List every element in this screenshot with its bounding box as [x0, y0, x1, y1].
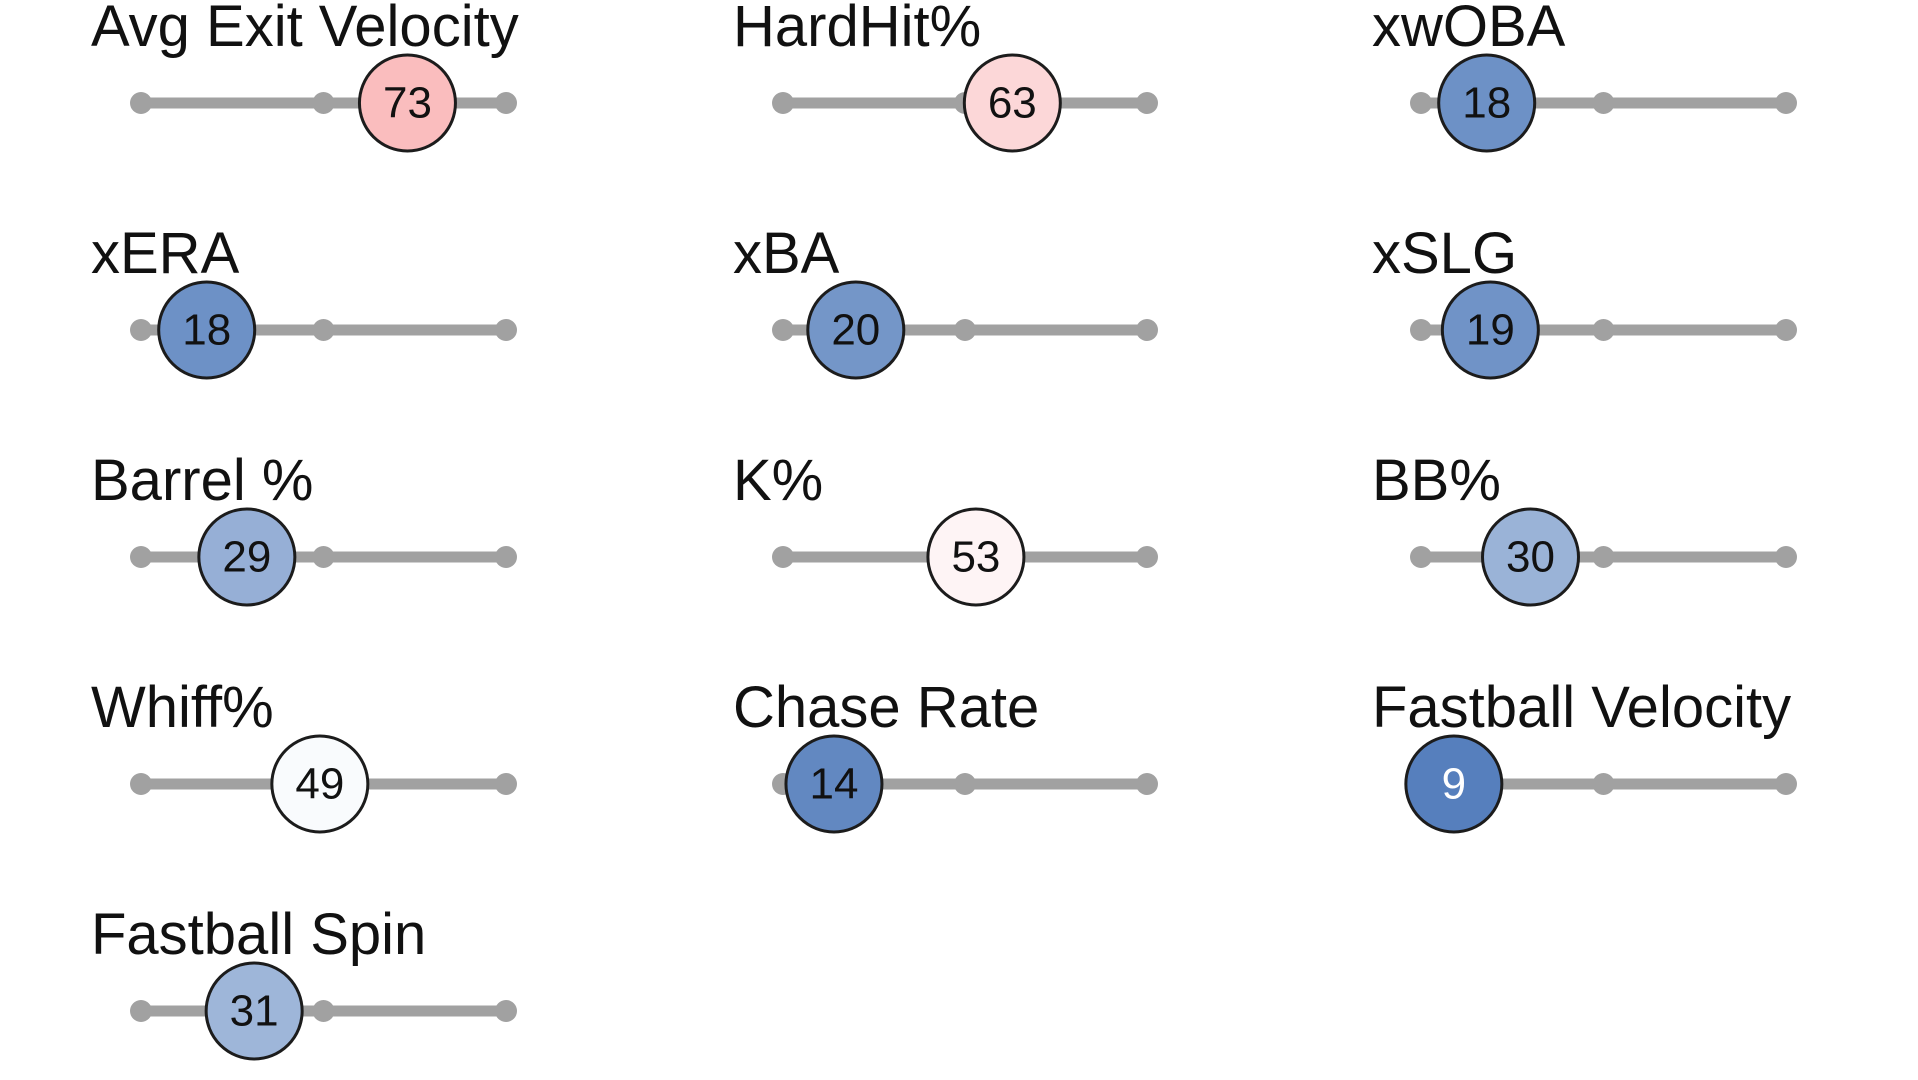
slider-tick: [1136, 92, 1158, 114]
metric-label: xwOBA: [1372, 0, 1566, 59]
percentile-value: 20: [831, 306, 880, 355]
percentile-bubble: [962, 53, 1062, 153]
slider-tick: [1592, 773, 1615, 795]
metric-row: xwOBA 18: [1372, 0, 1797, 153]
percentile-value: 30: [1506, 533, 1555, 582]
percentile-value: 14: [809, 760, 858, 809]
slider-tick: [954, 319, 976, 341]
percentile-value: 73: [383, 79, 432, 128]
slider-tick: [772, 319, 794, 341]
metric-row: Barrel % 29: [91, 448, 517, 607]
slider-tick: [1410, 319, 1432, 341]
slider-tick: [1592, 92, 1615, 114]
percentile-bubble: [1404, 734, 1504, 834]
percentile-value: 18: [182, 306, 231, 355]
metric-label: Fastball Spin: [91, 902, 426, 967]
slider-tick: [1136, 773, 1158, 795]
metric-label: xERA: [91, 221, 240, 286]
slider-tick: [130, 1000, 152, 1022]
percentile-bubble: [806, 280, 906, 380]
metric-label: Chase Rate: [733, 675, 1039, 740]
metric-row: Avg Exit Velocity 73: [91, 0, 519, 153]
percentile-bubble: [784, 734, 884, 834]
percentile-bubble: [926, 507, 1026, 607]
metric-label: Barrel %: [91, 448, 313, 513]
slider-tick: [1775, 92, 1797, 114]
slider-tick: [1410, 92, 1432, 114]
percentile-bubble: [1481, 507, 1580, 607]
metric-label: K%: [733, 448, 823, 513]
slider-tick: [495, 546, 517, 568]
slider-tick: [1410, 546, 1432, 568]
percentile-bubble: [157, 280, 257, 380]
metric-row: xERA 18: [91, 221, 517, 380]
slider-tick: [495, 319, 517, 341]
slider-tick: [312, 92, 335, 114]
metric-label: xBA: [733, 221, 840, 286]
slider-tick: [1136, 546, 1158, 568]
percentile-value: 29: [222, 533, 271, 582]
metric-label: BB%: [1372, 448, 1501, 513]
percentile-bubble: [197, 507, 297, 607]
metric-label: xSLG: [1372, 221, 1517, 286]
percentile-value: 49: [295, 760, 344, 809]
percentile-bubble: [357, 53, 457, 153]
percentile-bubble: [270, 734, 370, 834]
slider-tick: [495, 1000, 517, 1022]
slider-tick: [1775, 319, 1797, 341]
metric-label: Fastball Velocity: [1372, 675, 1791, 740]
metric-row: K% 53: [733, 448, 1158, 607]
slider-tick: [495, 92, 517, 114]
slider-tick: [312, 1000, 335, 1022]
percentile-value: 9: [1442, 760, 1466, 809]
metric-label: Whiff%: [91, 675, 274, 740]
slider-tick: [312, 319, 335, 341]
slider-tick: [130, 92, 152, 114]
metric-label: HardHit%: [733, 0, 981, 59]
percentile-bubble: [1440, 280, 1540, 380]
slider-tick: [130, 546, 152, 568]
metric-row: Chase Rate 14: [733, 675, 1158, 834]
slider-tick: [772, 92, 794, 114]
slider-tick: [954, 773, 976, 795]
slider-tick: [312, 546, 335, 568]
slider-tick: [1592, 546, 1615, 568]
slider-tick: [130, 319, 152, 341]
slider-tick: [130, 773, 152, 795]
percentile-value: 18: [1462, 79, 1511, 128]
metric-row: xSLG 19: [1372, 221, 1797, 380]
percentile-value: 31: [230, 987, 279, 1036]
metric-row: Fastball Velocity 9: [1372, 675, 1797, 834]
metric-row: HardHit%63: [733, 0, 1158, 153]
percentile-value: 63: [988, 79, 1037, 128]
metric-label: Avg Exit Velocity: [91, 0, 519, 59]
metric-row: Whiff% 49: [91, 675, 517, 834]
metric-row: xBA 20: [733, 221, 1158, 380]
percentile-bubble: [1437, 53, 1537, 153]
percentile-value: 53: [951, 533, 1000, 582]
percentile-bubble: [204, 961, 304, 1061]
slider-tick: [1775, 546, 1797, 568]
slider-tick: [1775, 773, 1797, 795]
slider-tick: [1136, 319, 1158, 341]
percentile-value: 19: [1466, 306, 1515, 355]
metric-row: Fastball Spin 31: [91, 902, 517, 1061]
slider-tick: [495, 773, 517, 795]
slider-tick: [772, 546, 794, 568]
metric-row: BB%30: [1372, 448, 1797, 607]
slider-tick: [1592, 319, 1615, 341]
